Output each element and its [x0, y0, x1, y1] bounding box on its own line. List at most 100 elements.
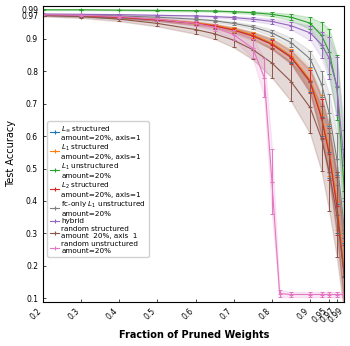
hybrid	[79, 12, 83, 16]
$L_{\infty}$ structured
amount=20%, axis=1	[270, 42, 274, 46]
$L_1$ structured
amount=20%, axis=1	[194, 21, 198, 25]
random structured
amount  20%, axis  1	[194, 27, 198, 31]
$L_1$ structured
amount=20%, axis=1	[41, 13, 45, 17]
random structured
amount  20%, axis  1	[232, 38, 236, 42]
Line: fc-only $L_1$ unstructured
amount=20%: fc-only $L_1$ unstructured amount=20%	[41, 12, 346, 232]
random structured
amount  20%, axis  1	[155, 21, 160, 26]
$L_{\infty}$ structured
amount=20%, axis=1	[232, 27, 236, 31]
random unstructured
amount=20%	[232, 33, 236, 37]
fc-only $L_1$ unstructured
amount=20%	[308, 57, 312, 61]
random unstructured
amount=20%	[194, 21, 198, 26]
$L_2$ structured
amount=20%, axis=1	[270, 43, 274, 47]
random unstructured
amount=20%	[335, 292, 339, 297]
hybrid	[289, 24, 293, 28]
$L_1$ structured
amount=20%, axis=1	[251, 33, 255, 37]
$L_{\infty}$ structured
amount=20%, axis=1	[117, 16, 121, 20]
$L_1$ unstructured
amount=20%	[212, 9, 217, 13]
$L_{\infty}$ structured
amount=20%, axis=1	[327, 150, 331, 154]
hybrid	[41, 12, 45, 16]
random unstructured
amount=20%	[262, 75, 266, 80]
fc-only $L_1$ unstructured
amount=20%	[251, 25, 255, 29]
$L_2$ structured
amount=20%, axis=1	[212, 24, 217, 28]
$L_{\infty}$ structured
amount=20%, axis=1	[320, 115, 324, 119]
$L_{\infty}$ structured
amount=20%, axis=1	[251, 33, 255, 37]
random unstructured
amount=20%	[212, 25, 217, 29]
$L_2$ structured
amount=20%, axis=1	[342, 275, 346, 279]
random unstructured
amount=20%	[117, 15, 121, 19]
random structured
amount  20%, axis  1	[270, 61, 274, 65]
$L_2$ structured
amount=20%, axis=1	[251, 34, 255, 38]
$L_1$ structured
amount=20%, axis=1	[212, 23, 217, 27]
$L_1$ unstructured
amount=20%	[308, 21, 312, 25]
random unstructured
amount=20%	[270, 180, 274, 184]
hybrid	[342, 163, 346, 167]
fc-only $L_1$ unstructured
amount=20%	[194, 17, 198, 21]
$L_2$ structured
amount=20%, axis=1	[41, 13, 45, 17]
$L_1$ unstructured
amount=20%	[232, 10, 236, 14]
$L_{\infty}$ structured
amount=20%, axis=1	[289, 54, 293, 58]
X-axis label: Fraction of Pruned Weights: Fraction of Pruned Weights	[119, 330, 269, 340]
random structured
amount  20%, axis  1	[327, 170, 331, 174]
fc-only $L_1$ unstructured
amount=20%	[79, 13, 83, 17]
hybrid	[270, 19, 274, 24]
$L_1$ unstructured
amount=20%	[289, 15, 293, 19]
fc-only $L_1$ unstructured
amount=20%	[289, 40, 293, 45]
random structured
amount  20%, axis  1	[335, 212, 339, 217]
Line: $L_1$ structured
amount=20%, axis=1: $L_1$ structured amount=20%, axis=1	[41, 13, 346, 275]
hybrid	[155, 13, 160, 17]
hybrid	[327, 56, 331, 60]
fc-only $L_1$ unstructured
amount=20%	[41, 12, 45, 17]
random unstructured
amount=20%	[251, 46, 255, 51]
$L_1$ structured
amount=20%, axis=1	[232, 27, 236, 31]
random structured
amount  20%, axis  1	[212, 32, 217, 36]
Legend: $L_{\infty}$ structured
amount=20%, axis=1, $L_1$ structured
amount=20%, axis=1,: $L_{\infty}$ structured amount=20%, axis…	[48, 121, 149, 257]
$L_2$ structured
amount=20%, axis=1	[289, 55, 293, 60]
$L_1$ structured
amount=20%, axis=1	[155, 17, 160, 21]
$L_{\infty}$ structured
amount=20%, axis=1	[155, 18, 160, 22]
hybrid	[308, 31, 312, 35]
$L_2$ structured
amount=20%, axis=1	[79, 13, 83, 18]
Line: hybrid: hybrid	[41, 12, 346, 167]
Line: $L_2$ structured
amount=20%, axis=1: $L_2$ structured amount=20%, axis=1	[41, 13, 346, 279]
fc-only $L_1$ unstructured
amount=20%	[335, 157, 339, 161]
$L_1$ structured
amount=20%, axis=1	[270, 41, 274, 45]
$L_2$ structured
amount=20%, axis=1	[155, 18, 160, 22]
fc-only $L_1$ unstructured
amount=20%	[232, 21, 236, 26]
random unstructured
amount=20%	[79, 13, 83, 17]
$L_1$ unstructured
amount=20%	[320, 33, 324, 37]
random structured
amount  20%, axis  1	[251, 48, 255, 52]
$L_1$ unstructured
amount=20%	[270, 12, 274, 16]
hybrid	[232, 16, 236, 20]
hybrid	[194, 14, 198, 18]
Y-axis label: Test Accuracy: Test Accuracy	[6, 120, 15, 187]
$L_1$ unstructured
amount=20%	[79, 8, 83, 12]
random structured
amount  20%, axis  1	[342, 275, 346, 279]
$L_{\infty}$ structured
amount=20%, axis=1	[79, 14, 83, 18]
fc-only $L_1$ unstructured
amount=20%	[212, 19, 217, 23]
hybrid	[117, 12, 121, 17]
$L_2$ structured
amount=20%, axis=1	[194, 21, 198, 26]
$L_2$ structured
amount=20%, axis=1	[117, 15, 121, 19]
random structured
amount  20%, axis  1	[289, 80, 293, 84]
$L_{\infty}$ structured
amount=20%, axis=1	[308, 79, 312, 83]
$L_2$ structured
amount=20%, axis=1	[232, 28, 236, 32]
fc-only $L_1$ unstructured
amount=20%	[270, 31, 274, 35]
$L_{\infty}$ structured
amount=20%, axis=1	[335, 202, 339, 206]
hybrid	[320, 43, 324, 47]
$L_1$ unstructured
amount=20%	[335, 85, 339, 90]
$L_1$ unstructured
amount=20%	[155, 8, 160, 12]
$L_2$ structured
amount=20%, axis=1	[327, 152, 331, 156]
$L_{\infty}$ structured
amount=20%, axis=1	[41, 13, 45, 17]
hybrid	[335, 84, 339, 88]
$L_2$ structured
amount=20%, axis=1	[308, 80, 312, 84]
$L_1$ structured
amount=20%, axis=1	[342, 271, 346, 275]
$L_1$ structured
amount=20%, axis=1	[308, 78, 312, 82]
Line: random unstructured
amount=20%: random unstructured amount=20%	[41, 12, 346, 297]
random unstructured
amount=20%	[41, 12, 45, 17]
fc-only $L_1$ unstructured
amount=20%	[320, 82, 324, 86]
$L_1$ structured
amount=20%, axis=1	[335, 199, 339, 203]
$L_1$ structured
amount=20%, axis=1	[79, 13, 83, 18]
random unstructured
amount=20%	[342, 292, 346, 297]
$L_1$ structured
amount=20%, axis=1	[320, 113, 324, 117]
random unstructured
amount=20%	[327, 292, 331, 297]
